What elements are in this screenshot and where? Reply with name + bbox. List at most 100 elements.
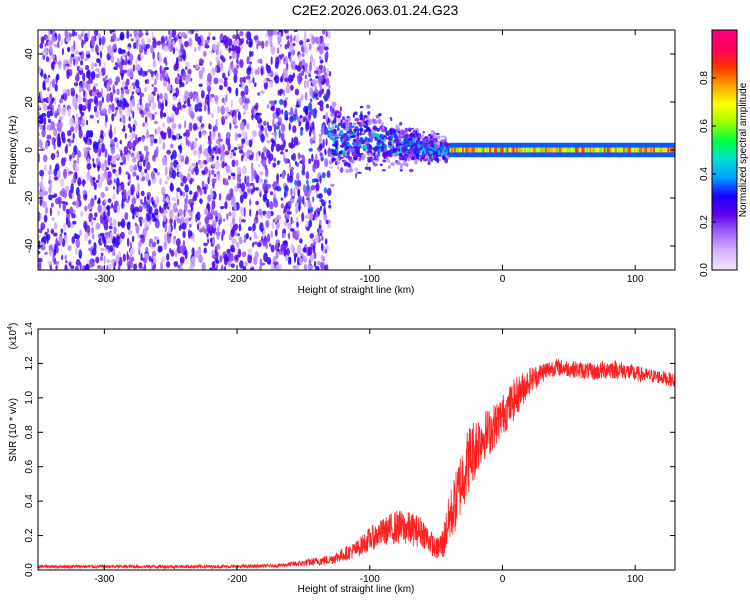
spectrogram-cell [74,233,77,238]
spectrogram-cell [60,228,64,234]
spectrogram-cell [250,267,254,270]
spectrogram-cell [213,173,216,177]
spectrogram-cell [144,79,148,84]
spectrogram-cell [543,147,546,153]
spectrogram-cell [166,205,169,210]
spectrogram-cell [325,219,329,225]
spectrogram-cell [375,142,379,146]
spectrogram-cell [92,158,95,162]
spectrogram-cell [172,96,177,101]
spectrogram-cell [211,178,217,184]
spectrogram-cell [304,74,307,80]
spectrogram-cell [243,102,249,111]
spectrogram-cell [187,168,191,172]
spectrogram-cell [290,106,294,116]
spectrogram-cell [337,166,340,170]
spectrogram-cell [281,53,285,58]
spectrogram-cell [315,80,319,84]
spectrogram-cell [235,241,240,248]
spectrogram-cell [251,130,257,138]
spectrogram-cell [222,72,226,79]
spectrogram-cell [552,147,555,153]
snr-frame [37,328,676,571]
spectrogram-cell [268,157,271,164]
spectrogram-cell [188,37,193,47]
spectrogram-cell [230,201,234,206]
spectrogram-cell [626,147,629,153]
spectrogram-cell [245,75,251,80]
spectrogram-cell [38,132,41,137]
spectrogram-cell [176,217,181,224]
spectrogram-cell [521,147,523,153]
spectrogram-cell [331,100,334,107]
spectrogram-cell [229,122,232,130]
spectrogram-cell [345,126,349,132]
spectrogram-cell [354,128,357,134]
spectrogram-cell [98,100,103,107]
spectrogram-cell [292,153,296,162]
spectrogram-cell [97,197,101,204]
spectrogram-cell [99,255,104,262]
spectrogram-cell [59,98,64,104]
spectrogram-cell [415,143,418,147]
spectrogram-cell [225,106,230,113]
spectrogram-cell [462,147,465,153]
spectrogram-cell [630,147,633,153]
spectrogram-cell [653,147,656,153]
spectrogram-cell [235,159,239,167]
spectrogram-cell [387,145,392,149]
spectrogram-cell [407,127,412,133]
spectrogram-cell [217,212,222,220]
spectrogram-cell [55,260,60,265]
spectrogram-cell [399,121,403,126]
spectrogram-cell [245,181,250,187]
spectrogram-cell [233,231,238,237]
spectrogram-cell [215,260,220,264]
spectrogram-cell [336,115,341,119]
spectrogram-cell [74,74,80,82]
spectrogram-cell [342,149,346,156]
spectrogram-cell [416,149,421,155]
spectrogram-cell [342,140,347,146]
spectrogram-cell [131,97,135,106]
spectrogram-cell [172,46,176,55]
spectrogram-x-ticks: -300 -200 -100 0 100 [94,30,644,285]
spectrogram-cell [184,184,189,193]
spectrogram-cell [198,130,202,139]
spectrogram-cell [86,138,91,146]
spectrogram-cell [375,152,379,156]
spectrogram-cell [134,64,138,71]
spectrogram-cell [50,228,55,234]
spectrogram-cell [324,150,327,156]
spectrogram-cell [276,173,280,182]
spectrogram-cell [246,123,250,130]
spectrogram-cell [188,122,193,132]
spectrogram-cell [136,174,140,181]
spectrogram-cell [366,104,371,109]
spectrogram-cell [87,30,91,39]
spectrogram-cell [376,156,379,162]
spectrogram-cell [176,198,180,206]
spectrogram-cell [278,129,281,139]
spectrogram-cell [579,147,582,153]
spectrogram-cell [305,171,310,180]
spectrogram-cell [424,145,428,149]
spectrogram-cell [297,194,303,205]
spectrogram-cell [290,187,293,197]
spectrogram-cell [240,154,244,162]
spectrogram-cell [287,232,291,240]
spectrogram-cell [324,238,328,245]
spectrogram-cell [501,147,504,153]
spectrogram-cell [95,256,100,264]
spectrogram-cell [58,235,63,244]
spectrogram-cell [654,147,657,153]
spectrogram-cell [168,209,174,220]
spectrogram-cell [296,179,302,187]
spectrogram-cell [68,170,74,175]
spectrogram-cell [125,88,130,95]
spectrogram-cell [208,123,211,130]
spectrogram-cell [308,63,313,73]
spectrogram-cell [140,171,145,177]
spectrogram-cell [338,150,343,155]
spectrogram-cell [272,30,278,36]
